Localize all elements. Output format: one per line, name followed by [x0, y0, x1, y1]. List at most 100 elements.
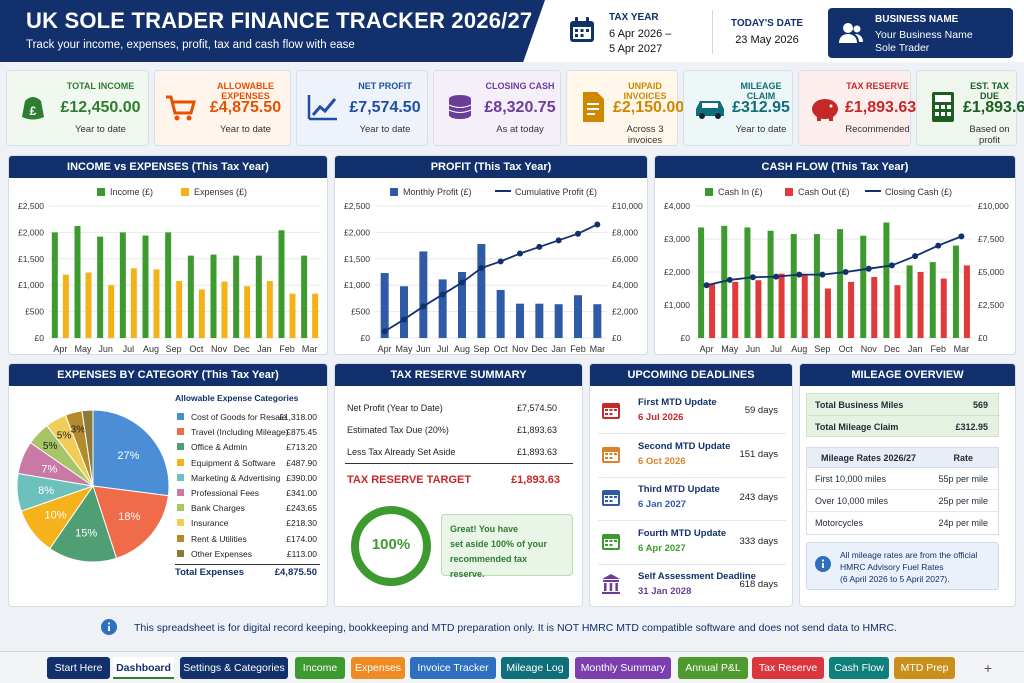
tab-invoice-tracker[interactable]: Invoice Tracker — [410, 657, 496, 679]
x-tick-label: Jun — [746, 344, 761, 354]
tab-dashboard[interactable]: Dashboard — [113, 657, 174, 679]
bar-cash-out- — [894, 285, 901, 338]
tab-monthly-summary[interactable]: Monthly Summary — [575, 657, 671, 679]
x-tick-label: Nov — [512, 344, 529, 354]
sheet-tabs: Start Here Dashboard Settings & Categories… — [0, 651, 1024, 683]
tax-year-start: 6 Apr 2026 – — [609, 28, 672, 40]
rate-row: Over 10,000 miles 25p per mile — [807, 490, 998, 512]
deadlines-panel: UPCOMING DEADLINES — [589, 363, 793, 607]
tab-tax-reserve[interactable]: Tax Reserve — [752, 657, 824, 679]
bar-expenses- — [153, 269, 160, 338]
deadline-divider — [598, 563, 786, 565]
x-tick-label: Jun — [416, 344, 431, 354]
business-name-block[interactable]: BUSINESS NAME Your Business Name Sole Tr… — [828, 8, 1013, 58]
tax-reserve-title: TAX RESERVE SUMMARY — [335, 364, 582, 386]
tab-mileage-log[interactable]: Mileage Log — [501, 657, 569, 679]
legend-label: Cost of Goods for Resale — [191, 412, 287, 422]
kpi-card-mileage-claim[interactable]: MILEAGE CLAIM £312.95 Year to date — [683, 70, 793, 146]
tab-mtd-prep[interactable]: MTD Prep — [894, 657, 955, 679]
monthly-profit-legend: Monthly Profit (£) — [390, 187, 472, 197]
legend-swatch — [177, 534, 184, 542]
y-tick-label: £2,000 — [664, 267, 690, 277]
legend-swatch — [177, 489, 184, 496]
line-point — [726, 276, 733, 283]
x-tick-label: Apr — [53, 344, 67, 354]
kpi-value: £312.95 — [732, 99, 790, 116]
total-miles-label: Total Business Miles — [815, 400, 904, 410]
kpi-card-closing-cash[interactable]: CLOSING CASH £8,320.75 As at today — [433, 70, 561, 146]
bar-expenses- — [108, 285, 115, 338]
deadline-item[interactable]: Self Assessment Deadline 31 Jan 2028 618… — [598, 569, 778, 607]
pie-slice-label: 5% — [57, 430, 72, 441]
bar-monthly-profit- — [593, 304, 602, 338]
x-tick-label: May — [74, 344, 92, 354]
cash-flow-title: CASH FLOW (This Tax Year) — [655, 156, 1015, 178]
bar-cash-in- — [906, 265, 913, 338]
bar-expenses- — [176, 280, 183, 338]
line-point — [796, 271, 803, 278]
deadline-item[interactable]: First MTD Update 6 Jul 2026 59 days — [598, 395, 786, 434]
kpi-card-allowable-expenses[interactable]: ALLOWABLE EXPENSES £4,875.50 Year to dat… — [154, 70, 291, 146]
deadline-date: 6 Jul 2026 — [638, 412, 684, 423]
invoice-icon — [583, 92, 604, 122]
line-point — [517, 250, 523, 257]
legend-label: Travel (Including Mileage) — [191, 427, 289, 438]
y-tick-label: £2,500 — [344, 201, 370, 211]
add-sheet-button[interactable]: + — [978, 657, 998, 679]
calculator-icon — [932, 92, 954, 122]
y-tick-label: £500 — [351, 307, 370, 317]
kpi-card-est-tax-due[interactable]: EST. TAX DUE £1,893.63 Based on profit — [916, 70, 1024, 146]
bar-income- — [210, 254, 217, 338]
x-tick-label: Jan — [908, 344, 923, 354]
legend-value: £1,318.00 — [279, 412, 317, 422]
tab-annual-p-l[interactable]: Annual P&L — [678, 657, 748, 679]
x-tick-label: Jun — [98, 344, 113, 354]
y2-tick-label: £2,500 — [978, 300, 1004, 310]
kpi-value: £4,875.50 — [209, 99, 282, 116]
kpi-card-net-profit[interactable]: NET PROFIT £7,574.50 Year to date — [296, 70, 428, 146]
rates-header: Mileage Rates 2026/27 — [821, 453, 917, 463]
legend-label: Insurance — [191, 518, 229, 529]
kpi-card-total-income[interactable]: £ TOTAL INCOME £12,450.00 Year to date — [6, 70, 149, 146]
rate-col-header: Rate — [953, 453, 973, 463]
deadline-divider — [598, 520, 786, 521]
expenses-pie-chart: 27%18%15%10%8%7%5%5%3% — [16, 409, 170, 563]
bar-cash-in- — [790, 234, 797, 338]
y-tick-label: £1,500 — [344, 254, 370, 264]
tab-cash-flow[interactable]: Cash Flow — [829, 657, 889, 679]
deadline-item[interactable]: Second MTD Update 6 Oct 2026 151 days — [598, 439, 786, 478]
deadline-item[interactable]: Third MTD Update 6 Jan 2027 243 days — [598, 482, 786, 521]
mileage-note: All mileage rates are from the official … — [806, 542, 999, 590]
bar-income- — [301, 255, 308, 338]
bar-monthly-profit- — [380, 273, 389, 338]
tax-year-end: 5 Apr 2027 — [609, 43, 663, 55]
piggy-bank-icon — [812, 99, 838, 121]
deadline-days: 59 days — [744, 405, 778, 416]
tab-settings-categories[interactable]: Settings & Categories — [180, 657, 288, 679]
kpi-card-unpaid-invoices[interactable]: UNPAID INVOICES £2,150.00 Across 3 invoi… — [566, 70, 684, 146]
total-divider — [175, 564, 320, 565]
expenses-legend: Expenses (£) — [181, 187, 247, 197]
line-point — [773, 273, 780, 280]
tab-expenses[interactable]: Expenses — [351, 657, 405, 679]
bar-expenses- — [198, 289, 205, 338]
y-tick-label: £2,500 — [18, 201, 44, 211]
tab-start-here[interactable]: Start Here — [47, 657, 110, 679]
deadline-item[interactable]: Fourth MTD Update 6 Apr 2027 333 days — [598, 526, 786, 565]
calendar-icon — [602, 490, 620, 506]
deadline-days: 151 days — [739, 448, 778, 460]
x-tick-label: Mar — [302, 344, 318, 354]
tax-year-label: TAX YEAR — [609, 12, 659, 23]
kpi-card-tax-reserve[interactable]: TAX RESERVE £1,893.63 Recommended — [798, 70, 916, 146]
mileage-title: MILEAGE OVERVIEW — [800, 364, 1015, 386]
bar-income- — [187, 255, 194, 338]
info-icon — [815, 556, 831, 572]
total-miles-value: 569 — [972, 400, 988, 410]
y-tick-label: £1,000 — [18, 280, 44, 290]
bar-monthly-profit- — [400, 286, 408, 338]
y-tick-label: £500 — [25, 307, 44, 317]
bar-income- — [165, 232, 172, 338]
legend-value: £218.30 — [286, 518, 317, 529]
svg-text:£: £ — [30, 104, 37, 118]
tab-income[interactable]: Income — [295, 657, 345, 679]
